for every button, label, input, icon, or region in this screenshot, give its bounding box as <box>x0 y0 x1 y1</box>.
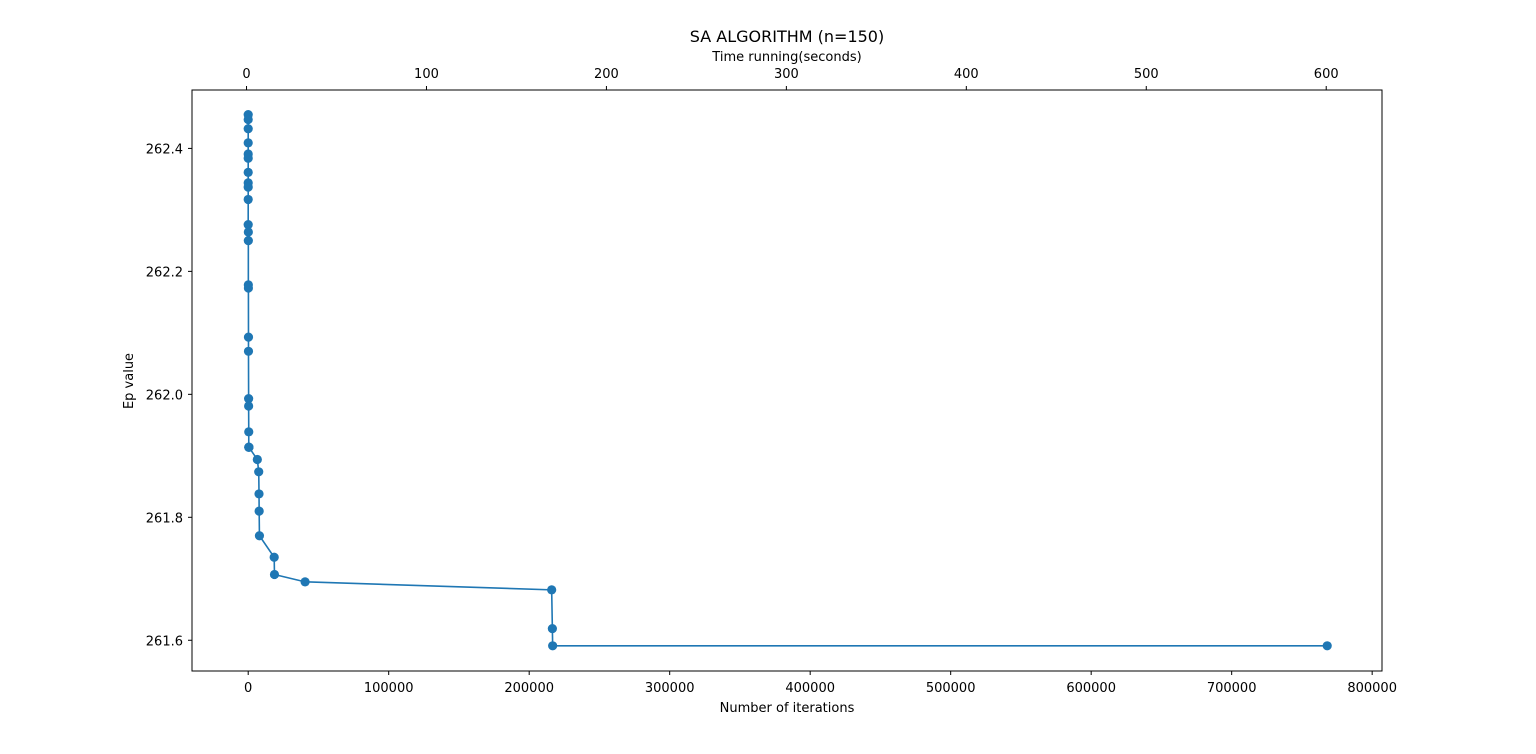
data-point <box>244 394 254 404</box>
data-point <box>243 236 253 246</box>
data-point <box>254 467 264 477</box>
x-tick-label: 0 <box>244 681 252 696</box>
x-tick-label: 700000 <box>1207 681 1257 696</box>
data-point <box>547 623 557 634</box>
x2-tick-label: 500 <box>1134 67 1159 82</box>
x2-tick-label: 0 <box>242 67 250 82</box>
y-tick-label: 262.0 <box>146 388 183 403</box>
x-tick-label: 500000 <box>926 681 976 696</box>
x2-tick-label: 600 <box>1314 67 1339 82</box>
data-point <box>254 489 264 499</box>
data-point <box>243 346 254 356</box>
x2-tick-label: 200 <box>594 67 619 82</box>
data-point <box>243 124 253 134</box>
data-point <box>548 641 558 651</box>
data-point <box>243 182 253 192</box>
data-point <box>243 138 253 148</box>
x2-tick-label: 400 <box>954 67 979 82</box>
plot-frame <box>191 89 1383 672</box>
x-axis-title: Number of iterations <box>720 701 855 716</box>
data-point <box>243 220 253 230</box>
x-tick-label: 400000 <box>785 681 835 696</box>
data-point <box>547 585 557 595</box>
data-point <box>1322 641 1332 651</box>
data-point <box>254 531 265 541</box>
data-point <box>243 283 254 293</box>
data-point <box>300 577 310 587</box>
data-point <box>243 227 253 237</box>
ticks: 0 100000 200000 300000 400000 500000 600000 700… <box>146 67 1397 696</box>
plot-area <box>243 109 1332 651</box>
x-tick-label: 100000 <box>364 681 414 696</box>
x-tick-label: 200000 <box>504 681 554 696</box>
y-tick-label: 262.4 <box>146 142 183 157</box>
data-point <box>243 153 253 163</box>
x-tick-label: 600000 <box>1066 681 1116 696</box>
data-point <box>244 442 254 452</box>
data-point <box>252 454 262 465</box>
data-point <box>244 401 254 411</box>
x-tick-label: 800000 <box>1347 681 1397 696</box>
data-point <box>269 552 279 562</box>
data-point <box>244 427 254 437</box>
x-tick-label: 300000 <box>645 681 695 696</box>
y-tick-label: 261.6 <box>146 634 183 649</box>
x2-tick-label: 100 <box>414 67 439 82</box>
data-point <box>243 114 253 125</box>
data-point <box>269 569 280 580</box>
x2-axis-title: Time running(seconds) <box>711 50 861 65</box>
data-point <box>254 506 264 516</box>
y-tick-label: 262.2 <box>146 265 183 280</box>
y-axis-title: Ep value <box>122 353 137 409</box>
data-point <box>243 332 254 342</box>
data-point <box>243 167 253 177</box>
y-tick-label: 261.8 <box>146 511 183 526</box>
series-line <box>247 114 1328 647</box>
data-point <box>243 194 253 205</box>
chart-title: SA ALGORITHM (n=150) <box>690 27 884 46</box>
x2-tick-label: 300 <box>774 67 799 82</box>
